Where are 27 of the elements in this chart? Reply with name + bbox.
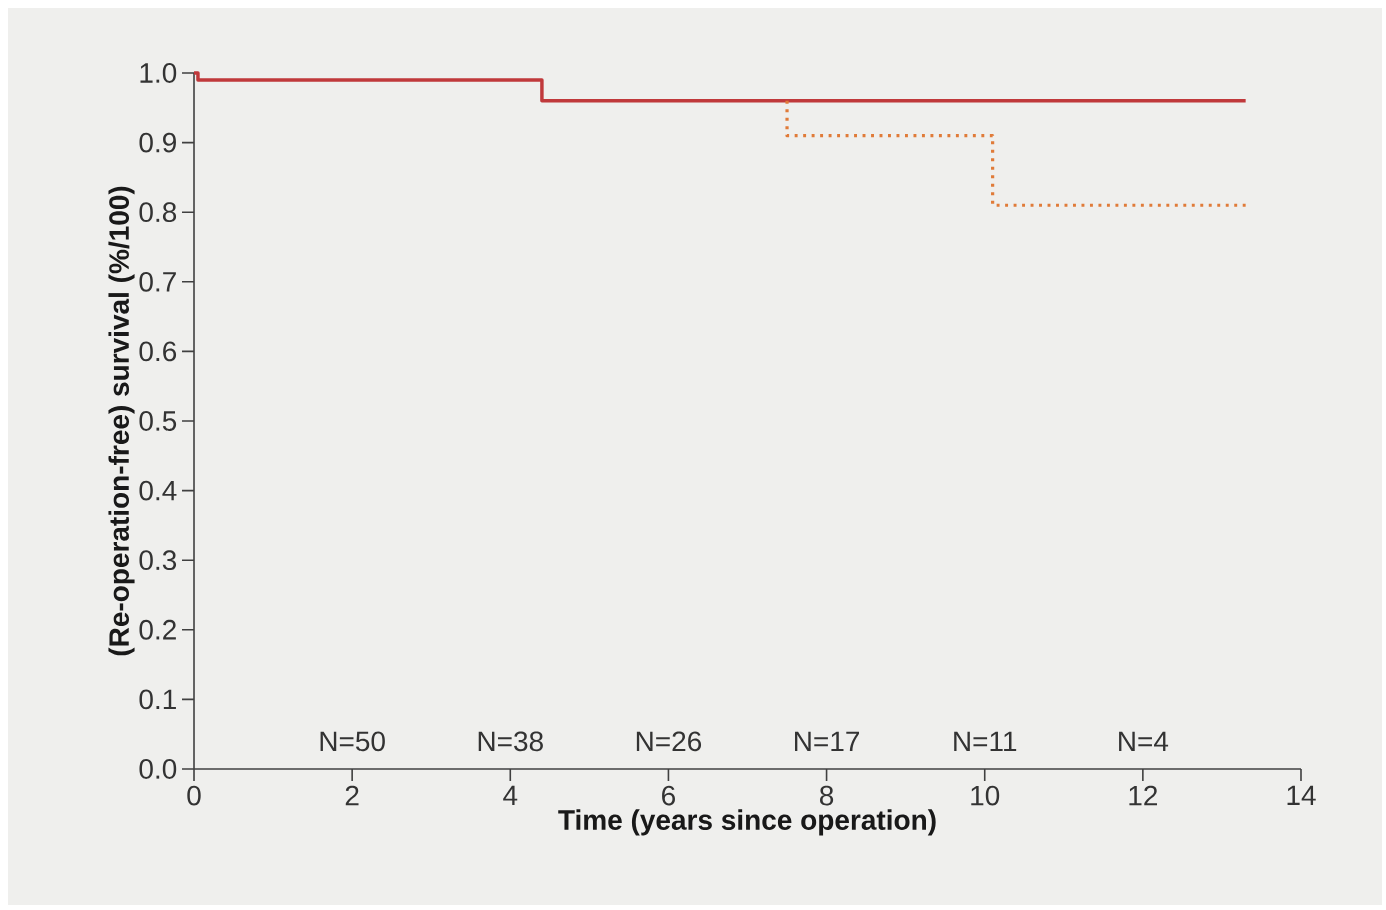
y-axis-title: (Re-operation-free) survival (%/100)	[108, 186, 135, 656]
x-tick-label: 14	[1287, 785, 1316, 805]
y-tick-label: 0.5	[139, 411, 177, 431]
y-tick-label: 0.6	[139, 341, 177, 362]
y-tick-label: 0.7	[139, 271, 176, 292]
y-tick-label: 0.1	[139, 689, 176, 710]
y-tick-label: 0.0	[139, 759, 177, 779]
x-tick-label: 4	[503, 785, 518, 805]
y-tick-label: 0.2	[139, 619, 176, 640]
x-tick-label: 2	[345, 785, 359, 806]
x-tick-label: 8	[820, 785, 834, 806]
y-tick-label: 0.8	[139, 202, 177, 223]
x-tick-label: 12	[1129, 785, 1158, 806]
y-tick-label: 0.4	[139, 480, 177, 501]
y-tick-label: 0.3	[139, 550, 177, 571]
x-tick-label: 0	[187, 785, 201, 806]
annotation: N=38	[478, 731, 543, 752]
x-tick-label: 6	[662, 785, 675, 806]
y-tick-label: 1.0	[140, 63, 177, 83]
annotation: N=50	[320, 731, 385, 752]
annotation: N=26	[636, 731, 702, 752]
annotation: N=17	[795, 731, 860, 751]
annotation: N=11	[954, 731, 1017, 751]
x-tick-label: 10	[971, 785, 1000, 806]
x-axis-title: Time (years since operation)	[558, 809, 936, 836]
y-tick-label: 0.9	[139, 132, 176, 153]
annotation: N=4	[1119, 731, 1169, 751]
